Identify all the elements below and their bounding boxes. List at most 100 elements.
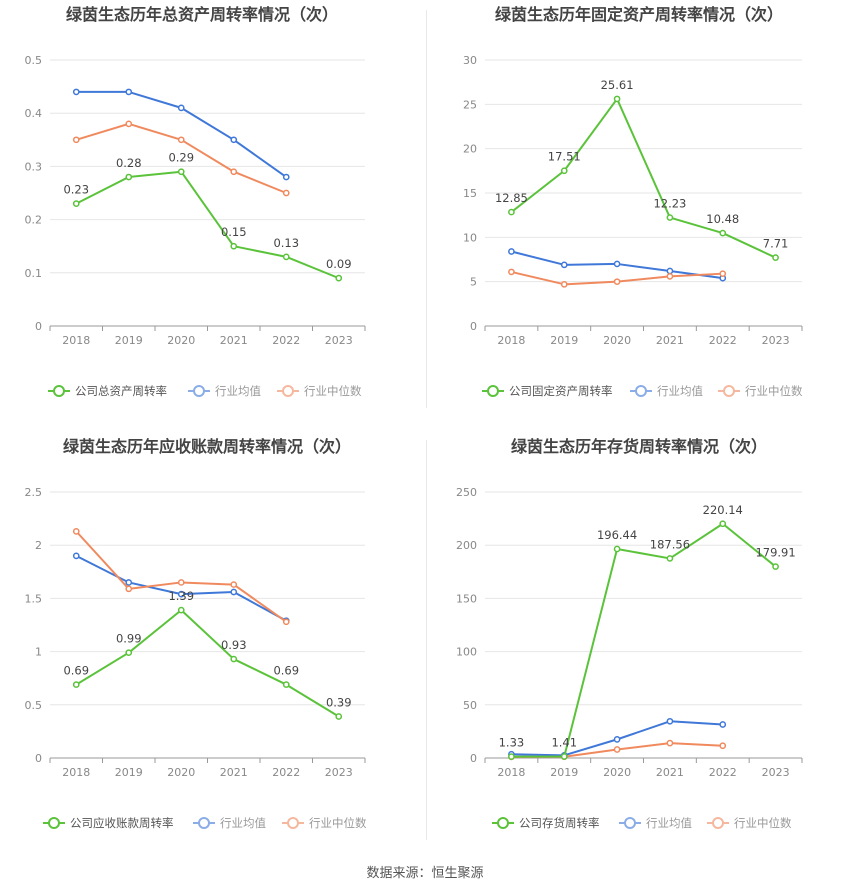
series-line-company (75, 609, 340, 718)
data-point-company (230, 242, 238, 250)
legend-item-avg: 行业均值 (193, 816, 266, 830)
data-point-median (177, 579, 185, 586)
legend-label: 行业均值 (220, 816, 266, 830)
data-point-company (508, 208, 515, 216)
data-point-company (613, 545, 621, 553)
y-tick-label: 1 (35, 646, 42, 659)
x-tick-label: 2021 (656, 766, 684, 779)
data-point-median (230, 581, 238, 588)
data-label: 0.69 (273, 664, 299, 678)
panel-divider-top (426, 10, 427, 408)
data-point-median (508, 268, 515, 276)
x-tick-label: 2022 (709, 766, 737, 779)
x-tick-label: 2018 (62, 334, 90, 347)
data-point-median (125, 120, 133, 128)
data-point-avg (719, 721, 727, 728)
data-point-avg (613, 736, 621, 743)
x-tick-label: 2022 (709, 334, 737, 347)
y-tick-label: 0.5 (25, 54, 43, 67)
x-tick-label: 2020 (167, 334, 195, 347)
legend-label: 行业中位数 (309, 816, 367, 830)
legend-item-avg: 行业均值 (619, 816, 692, 830)
data-point-company (335, 713, 343, 720)
data-label: 12.23 (653, 197, 686, 211)
legend-item-median: 行业中位数 (277, 384, 362, 398)
data-point-avg (125, 579, 133, 586)
data-point-company (719, 229, 727, 237)
data-point-avg (177, 104, 185, 112)
data-point-company (560, 167, 568, 175)
data-point-company (125, 649, 133, 657)
x-tick-label: 2023 (762, 334, 790, 347)
panel-divider-bottom (426, 440, 427, 840)
data-label: 0.09 (326, 257, 352, 271)
data-point-avg (282, 173, 290, 181)
data-point-median (230, 168, 238, 176)
y-tick-label: 0.3 (25, 160, 43, 173)
data-point-median (719, 742, 727, 750)
x-tick-label: 2019 (115, 766, 143, 779)
data-point-company (335, 274, 343, 282)
legend-label: 公司存货周转率 (519, 816, 600, 830)
legend-swatch-marker (723, 385, 735, 397)
data-point-median (613, 278, 621, 286)
y-tick-label: 10 (463, 231, 477, 244)
legend-label: 行业均值 (215, 384, 261, 398)
x-tick-label: 2018 (497, 766, 525, 779)
legend-swatch-marker (53, 385, 65, 397)
data-point-avg (666, 267, 674, 275)
chart-inventory-turnover: 绿茵生态历年存货周转率情况（次） 0 50 100 150 200 250 2018 2019 2… (427, 430, 850, 855)
data-label: 7.71 (763, 237, 789, 251)
y-tick-label: 100 (456, 646, 477, 659)
data-label: 179.91 (755, 546, 795, 560)
data-point-avg (666, 717, 674, 725)
y-tick-label: 30 (463, 54, 477, 67)
y-tick-label: 0 (35, 752, 42, 765)
legend-label: 行业中位数 (734, 816, 792, 830)
data-point-avg (125, 88, 133, 96)
x-tick-label: 2020 (603, 766, 631, 779)
legend-swatch-marker (497, 817, 509, 829)
series-line-company (75, 170, 340, 280)
y-tick-label: 0 (470, 752, 477, 765)
data-label: 0.69 (63, 664, 89, 678)
legend-swatch-marker (193, 385, 205, 397)
data-point-company (508, 753, 515, 760)
data-label: 0.99 (116, 632, 142, 646)
x-tick-label: 2019 (550, 334, 578, 347)
y-tick-label: 250 (456, 486, 477, 499)
series-line-company (510, 97, 777, 259)
data-label: 0.29 (168, 151, 194, 165)
y-tick-label: 0.1 (25, 267, 43, 280)
data-label: 0.15 (221, 225, 247, 239)
chart-title: 绿茵生态历年固定资产周转率情况（次） (495, 5, 783, 24)
x-tick-label: 2020 (603, 334, 631, 347)
y-tick-label: 2.5 (25, 486, 43, 499)
data-label: 10.48 (706, 212, 739, 226)
data-point-company (772, 254, 779, 261)
data-point-company (282, 253, 290, 261)
legend-item-median: 行业中位数 (282, 816, 367, 830)
y-tick-label: 5 (470, 276, 477, 289)
chart-fixed-asset-turnover: 绿茵生态历年固定资产周转率情况（次） 0 5 10 15 20 25 30 2018 2019 20… (427, 0, 850, 420)
x-tick-label: 2021 (220, 334, 248, 347)
data-point-company (772, 563, 779, 570)
y-tick-label: 0.2 (25, 214, 43, 227)
data-label: 25.61 (601, 78, 634, 92)
legend-label: 行业均值 (646, 816, 692, 830)
legend-label: 公司应收账款周转率 (70, 816, 174, 830)
data-point-company (666, 555, 674, 562)
data-label: 196.44 (597, 528, 637, 542)
data-point-median (666, 272, 674, 280)
data-label: 0.93 (221, 638, 247, 652)
legend-item-median: 行业中位数 (707, 816, 792, 830)
chart-svg: 绿茵生态历年应收账款周转率情况（次） 0 0.5 1 1.5 2 2.5 2018 2019 20… (25, 437, 367, 830)
data-point-company (282, 681, 290, 688)
y-tick-label: 15 (463, 187, 477, 200)
series-line-company (511, 522, 777, 758)
data-point-company (177, 168, 185, 176)
data-point-median (72, 136, 80, 144)
legend-swatch-marker (624, 817, 636, 829)
x-tick-label: 2021 (656, 334, 684, 347)
x-tick-label: 2023 (325, 334, 353, 347)
